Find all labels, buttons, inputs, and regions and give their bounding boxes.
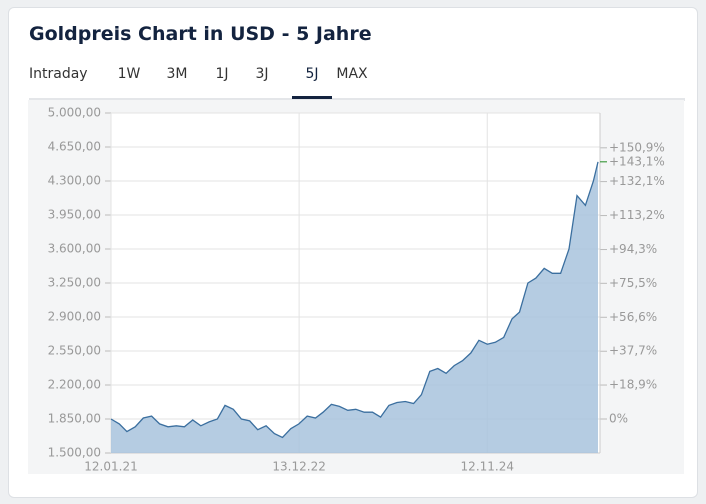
tab[interactable]: 5J <box>292 66 332 99</box>
y-tick-label: 4.650,00 <box>48 140 101 154</box>
y2-tick-label: +75,5% <box>609 276 657 290</box>
tab[interactable]: 3J <box>255 66 269 82</box>
y2-tick-label: +18,9% <box>609 378 657 392</box>
line <box>110 161 599 439</box>
y2-tick-label: +56,6% <box>609 310 657 324</box>
x-tick-label: 12.11.24 <box>461 460 514 474</box>
y-tick-label: 2.900,00 <box>48 310 101 324</box>
title: Goldpreis Chart in USD - 5 Jahre <box>29 23 372 45</box>
tab[interactable]: MAX <box>336 66 368 82</box>
tab[interactable]: 1W <box>117 66 141 82</box>
y-tick-label: 3.950,00 <box>48 208 101 222</box>
y-tick-label: 3.250,00 <box>48 276 101 290</box>
x-tick-label: 12.01.21 <box>84 460 137 474</box>
annotation-label: +143,1% <box>609 154 665 168</box>
y-tick-label: 4.300,00 <box>48 174 101 188</box>
y2-tick-label: +113,2% <box>609 208 665 222</box>
tab[interactable]: Intraday <box>29 66 88 82</box>
y-tick-label: 1.500,00 <box>48 446 101 460</box>
tab-bar: Intraday 1W 3M 1J 3J 5J MAX <box>29 64 685 101</box>
y-tick-label: 3.600,00 <box>48 242 101 256</box>
y-tick-label: 2.200,00 <box>48 378 101 392</box>
y2-tick-label: 0% <box>609 411 628 425</box>
y2-tick-label: +132,1% <box>609 174 665 188</box>
y-tick-label: 2.550,00 <box>48 344 101 358</box>
area <box>111 161 598 453</box>
y2-tick-label: +37,7% <box>609 344 657 358</box>
y-tick-label: 1.850,00 <box>48 412 101 426</box>
x-tick-label: 13.12.22 <box>272 460 325 474</box>
y2-tick-label: +94,3% <box>609 242 657 256</box>
tab[interactable]: 1J <box>215 66 229 82</box>
y-tick-label: 5.000,00 <box>48 106 101 120</box>
y2-tick-label: +150,9% <box>609 140 665 154</box>
tab[interactable]: 3M <box>166 66 188 82</box>
